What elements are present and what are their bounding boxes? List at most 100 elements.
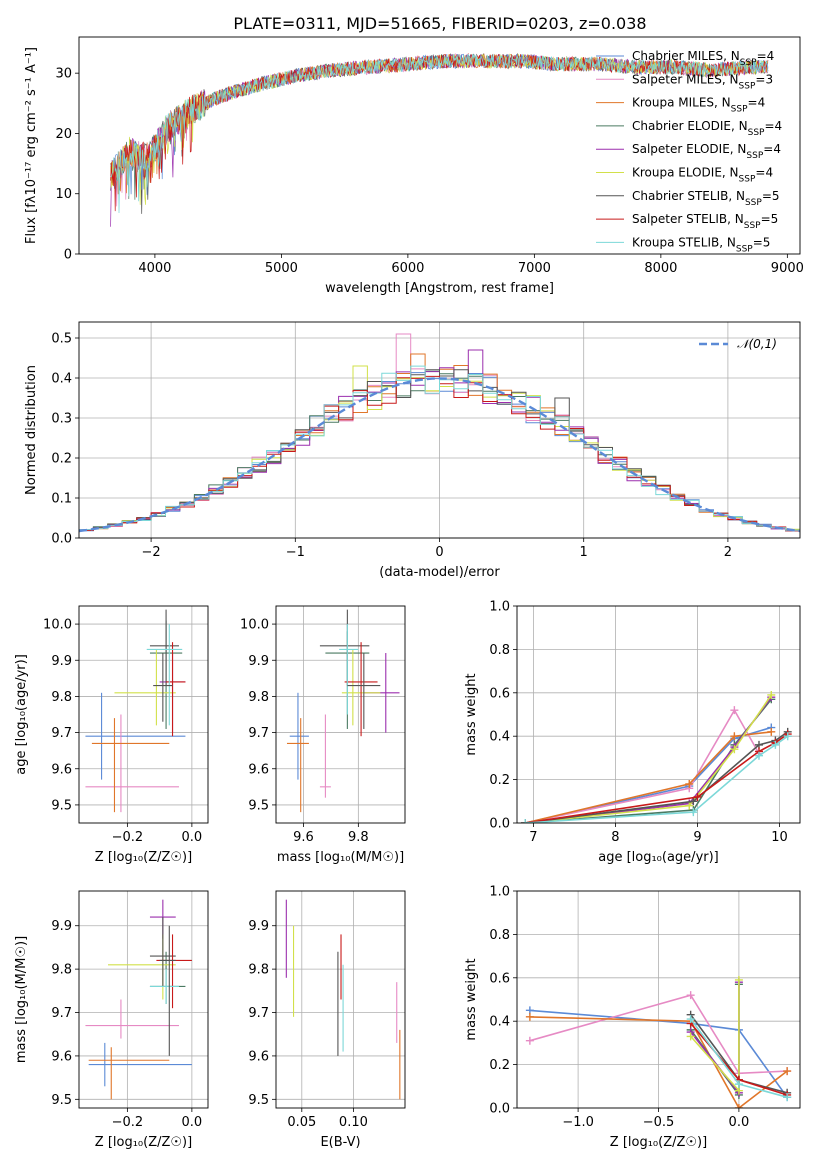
y-tick-label: 9.5 [248,1093,269,1108]
y-axis-label: mass weight [464,673,479,755]
x-tick-label: −0.2 [112,830,144,845]
axes-frame [275,890,406,1109]
axes-frame [78,605,209,824]
x-tick-label: −2 [142,545,161,560]
x-axis-label: Z [log₁₀(Z/Z☉)] [95,1135,192,1150]
error-bar-chabrier-stelib [149,917,176,987]
mass-weight-line-kroupa-miles [525,731,772,823]
mass-weight-marker [730,732,739,741]
error-bar-kroupa-stelib [146,624,183,726]
spectrum-line-kroupa-stelib [110,53,769,214]
mass-weight-marker [689,797,698,806]
y-tick-label: 9.5 [248,798,269,813]
y-tick-label: 9.5 [51,1093,72,1108]
y-tick-label: 0.0 [489,1102,510,1117]
y-tick-label: 9.8 [51,690,72,705]
x-tick-label: −0.2 [112,1115,144,1130]
error-bar-salpeter-miles [85,714,179,813]
y-tick-label: 0.2 [489,1058,510,1073]
x-tick-label: 6000 [391,261,424,276]
error-bar-salpeter-miles [85,999,179,1039]
mass-weight-marker [783,1067,792,1076]
y-tick-label: 30 [55,67,72,82]
x-tick-label: −0.5 [643,1115,675,1130]
error-bar-kroupa-stelib [149,969,179,1004]
y-tick-label: 9.6 [51,762,72,777]
y-tick-label: 0.4 [489,1015,510,1030]
legend-entry: Chabrier STELIB, NSSP=5 [632,189,780,208]
panel-mass-weight-vs-age: 7 8 9 10 0.0 0.2 0.4 0.6 0.8 1.0 age [log₁₀(age/yr… [464,600,801,865]
x-tick-label: 0.10 [339,1115,368,1130]
mass-weight-marker [693,792,702,801]
mass-weight-marker [525,1036,534,1045]
x-axis-label: Z [log₁₀(Z/Z☉)] [610,1135,707,1150]
x-tick-label: 8000 [644,261,677,276]
y-tick-label: 9.9 [51,919,72,934]
mass-weight-marker [525,1012,534,1021]
y-tick-label: 0.4 [51,372,72,387]
error-bar-salpeter-miles [319,714,331,798]
mass-weight-marker [689,808,698,817]
y-axis-label: mass [log₁₀(M/M☉)] [14,936,29,1063]
y-tick-label: 9.9 [248,919,269,934]
y-tick-label: 0.1 [51,492,72,507]
panel-residual-histogram: −2 −1 0 1 2 0.0 0.1 0.2 0.3 0.4 0.5 (data-model)/er… [24,321,801,580]
x-tick-label: 0 [435,545,443,560]
error-bar-salpeter-stelib [156,934,192,1009]
axes-frame [516,605,801,824]
error-bar-chabrier-miles [88,1042,192,1087]
mass-weight-marker [686,1015,695,1024]
y-tick-label: 9.9 [51,654,72,669]
y-tick-label: 1.0 [489,600,510,615]
x-tick-label: 9.6 [293,830,314,845]
mass-weight-line-kroupa-elodie [525,694,772,823]
error-bar-chabrier-stelib [347,653,381,729]
y-tick-label: 0.8 [489,643,510,658]
panel-spectrum: 4000 5000 6000 7000 8000 9000 0 10 20 30 wavelengt… [24,36,804,296]
axes-frame [78,321,801,539]
x-tick-label: 1 [580,545,588,560]
x-axis-label: mass [log₁₀(M/M☉)] [277,850,404,865]
x-tick-label: 4000 [138,261,171,276]
panel-mass-weight-vs-Z: −1.0 −0.5 0.0 0.0 0.2 0.4 0.6 0.8 1.0 Z [log₁₀(Z/… [464,885,801,1150]
mass-weight-marker [734,1080,743,1089]
x-tick-label: 9000 [771,261,804,276]
mass-weight-marker [767,690,776,699]
x-tick-label: 2 [724,545,732,560]
panels: 4000 5000 6000 7000 8000 90000102030wavelengt… [14,36,804,1150]
y-tick-label: 9.8 [51,963,72,978]
y-tick-label: 9.9 [248,654,269,669]
plot-area [110,52,769,227]
y-tick-label: 9.7 [51,1006,72,1021]
mass-weight-marker [767,727,776,736]
y-tick-label: 10 [55,187,72,202]
x-axis-label: wavelength [Angstrom, rest frame] [325,281,554,296]
legend-entry: Salpeter ELODIE, NSSP=4 [632,142,781,161]
y-tick-label: 9.8 [248,963,269,978]
y-tick-label: 0.0 [51,532,72,547]
legend-entry: Kroupa MILES, NSSP=4 [632,96,765,115]
mass-weight-marker [730,745,739,754]
mass-weight-marker [754,751,763,760]
plot-area [521,690,792,823]
axes-frame [78,890,209,1109]
error-bar-salpeter-stelib [344,642,378,737]
x-tick-label: 0.0 [729,1115,750,1130]
plot-area [79,333,800,533]
y-tick-label: 0.0 [489,817,510,832]
plot-area [285,899,401,1100]
panel-mass-vs-EBV: 0.05 0.10 9.5 9.6 9.7 9.8 9.9 E(B-V) [248,890,406,1150]
mass-weight-line-chabrier-miles [525,726,772,823]
legend-entry: Salpeter MILES, NSSP=3 [632,72,773,91]
y-tick-label: 9.5 [51,798,72,813]
y-tick-label: 9.7 [51,726,72,741]
x-tick-label: −1.0 [562,1115,594,1130]
y-tick-label: 0.4 [489,730,510,745]
x-tick-label: 0.0 [182,830,203,845]
y-tick-label: 20 [55,127,72,142]
legend-entry: Kroupa STELIB, NSSP=5 [632,235,770,254]
y-tick-label: 0.2 [51,452,72,467]
legend-entry: Chabrier MILES, NSSP=4 [632,49,774,68]
error-bar-kroupa-miles [88,1047,170,1100]
